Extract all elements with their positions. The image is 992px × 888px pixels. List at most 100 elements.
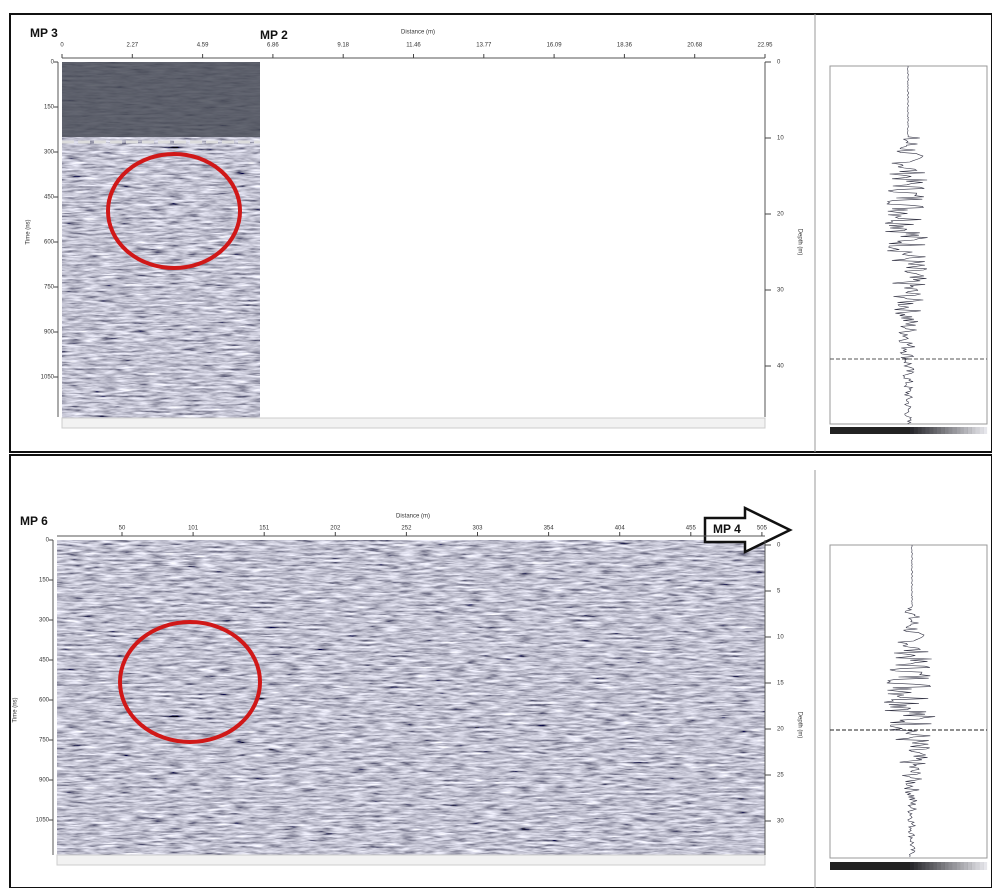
x-tick-label: 252 xyxy=(401,526,412,532)
colorbar-step xyxy=(933,427,937,434)
y-tick-label: 900 xyxy=(44,330,55,336)
colorbar-step xyxy=(914,862,918,870)
colorbar-step xyxy=(910,427,914,434)
y-tick-label: 0 xyxy=(51,60,55,66)
y-tick-label: 600 xyxy=(39,698,50,704)
colorbar-step xyxy=(952,427,956,434)
y-tick-label: 600 xyxy=(44,240,55,246)
colorbar-step xyxy=(922,427,926,434)
scrollbar xyxy=(62,418,765,428)
colorbar-step xyxy=(968,427,972,434)
colorbar-step xyxy=(975,862,979,870)
depth-tick-label: 10 xyxy=(777,136,784,142)
x-tick-label: 455 xyxy=(686,526,697,532)
x-tick-label: 202 xyxy=(330,526,341,532)
colorbar-step xyxy=(956,427,960,434)
x-tick-label: 4.59 xyxy=(197,43,209,49)
colorbar-step xyxy=(960,427,964,434)
colorbar-step xyxy=(937,862,941,870)
y-tick-label: 300 xyxy=(44,150,55,156)
colorbar-step xyxy=(972,427,976,434)
colorbar-step xyxy=(979,862,983,870)
depth-tick-label: 20 xyxy=(777,727,784,733)
x-tick-label: 404 xyxy=(615,526,626,532)
y-tick-label: 1050 xyxy=(36,818,50,824)
colorbar-step xyxy=(929,427,933,434)
depth-tick-label: 25 xyxy=(777,773,784,779)
colorbar-step xyxy=(979,427,983,434)
y-tick-label: 150 xyxy=(44,105,55,111)
depth-tick-label: 0 xyxy=(777,543,781,549)
x-tick-label: 354 xyxy=(544,526,555,532)
x-tick-label: 20.68 xyxy=(687,43,703,49)
depth-tick-label: 30 xyxy=(777,288,784,294)
screenshot: MP 3MP 2Distance (m)02.274.596.869.1811.… xyxy=(0,0,992,888)
colorbar-step xyxy=(941,862,945,870)
x-tick-label: 50 xyxy=(119,526,126,532)
axis-title: Distance (m) xyxy=(401,30,435,36)
x-tick-label: 6.86 xyxy=(267,43,279,49)
mp-label: MP 2 xyxy=(260,28,288,42)
colorbar-step xyxy=(925,427,929,434)
colorbar-step xyxy=(983,862,987,870)
radargram-top xyxy=(62,62,260,137)
colorbar-step xyxy=(972,862,976,870)
colorbar-step xyxy=(983,427,987,434)
x-tick-label: 151 xyxy=(259,526,270,532)
colorbar-step xyxy=(937,427,941,434)
x-tick-label: 22.95 xyxy=(757,43,773,49)
x-tick-label: 101 xyxy=(188,526,199,532)
axis-title: Time (ns) xyxy=(13,697,19,722)
colorbar-step xyxy=(975,427,979,434)
colorbar-step xyxy=(929,862,933,870)
colorbar-step xyxy=(968,862,972,870)
colorbar-step xyxy=(945,427,949,434)
colorbar-step xyxy=(918,427,922,434)
y-tick-label: 300 xyxy=(39,618,50,624)
y-tick-label: 0 xyxy=(46,538,50,544)
colorbar-step xyxy=(910,862,914,870)
colorbar-step xyxy=(949,427,953,434)
axis-title: Depth (m) xyxy=(796,229,802,256)
depth-tick-label: 40 xyxy=(777,364,784,370)
depth-tick-label: 20 xyxy=(777,212,784,218)
x-tick-label: 0 xyxy=(60,43,64,49)
colorbar-step xyxy=(922,862,926,870)
colorbar-step xyxy=(952,862,956,870)
radargram xyxy=(57,540,765,855)
depth-tick-label: 30 xyxy=(777,819,784,825)
y-tick-label: 150 xyxy=(39,578,50,584)
colorbar-step xyxy=(933,862,937,870)
colorbar-step xyxy=(925,862,929,870)
colorbar-step xyxy=(941,427,945,434)
scrollbar xyxy=(57,855,765,865)
colorbar-step xyxy=(949,862,953,870)
y-tick-label: 750 xyxy=(44,285,55,291)
colorbar-step xyxy=(964,862,968,870)
x-tick-label: 303 xyxy=(472,526,483,532)
x-tick-label: 2.27 xyxy=(126,43,138,49)
colorbar-step xyxy=(918,862,922,870)
axis-title: Time (ns) xyxy=(26,219,32,244)
depth-tick-label: 15 xyxy=(777,681,784,687)
x-tick-label: 16.09 xyxy=(547,43,563,49)
depth-tick-label: 10 xyxy=(777,635,784,641)
x-tick-label: 13.77 xyxy=(476,43,492,49)
colorbar-step xyxy=(964,427,968,434)
mp-label: MP 6 xyxy=(20,514,48,528)
y-tick-label: 450 xyxy=(44,195,55,201)
mp-label: MP 4 xyxy=(713,522,741,536)
axis-title: Depth (m) xyxy=(796,712,802,739)
colorbar-step xyxy=(956,862,960,870)
x-tick-label: 9.18 xyxy=(337,43,349,49)
axis-title: Distance (m) xyxy=(396,514,430,520)
colorbar-step xyxy=(914,427,918,434)
colorbar-step xyxy=(945,862,949,870)
y-tick-label: 750 xyxy=(39,738,50,744)
mp-label: MP 3 xyxy=(30,26,58,40)
y-tick-label: 1050 xyxy=(41,375,55,381)
x-tick-label: 505 xyxy=(757,526,768,532)
depth-tick-label: 0 xyxy=(777,60,781,66)
colorbar-step xyxy=(960,862,964,870)
x-tick-label: 18.36 xyxy=(617,43,633,49)
